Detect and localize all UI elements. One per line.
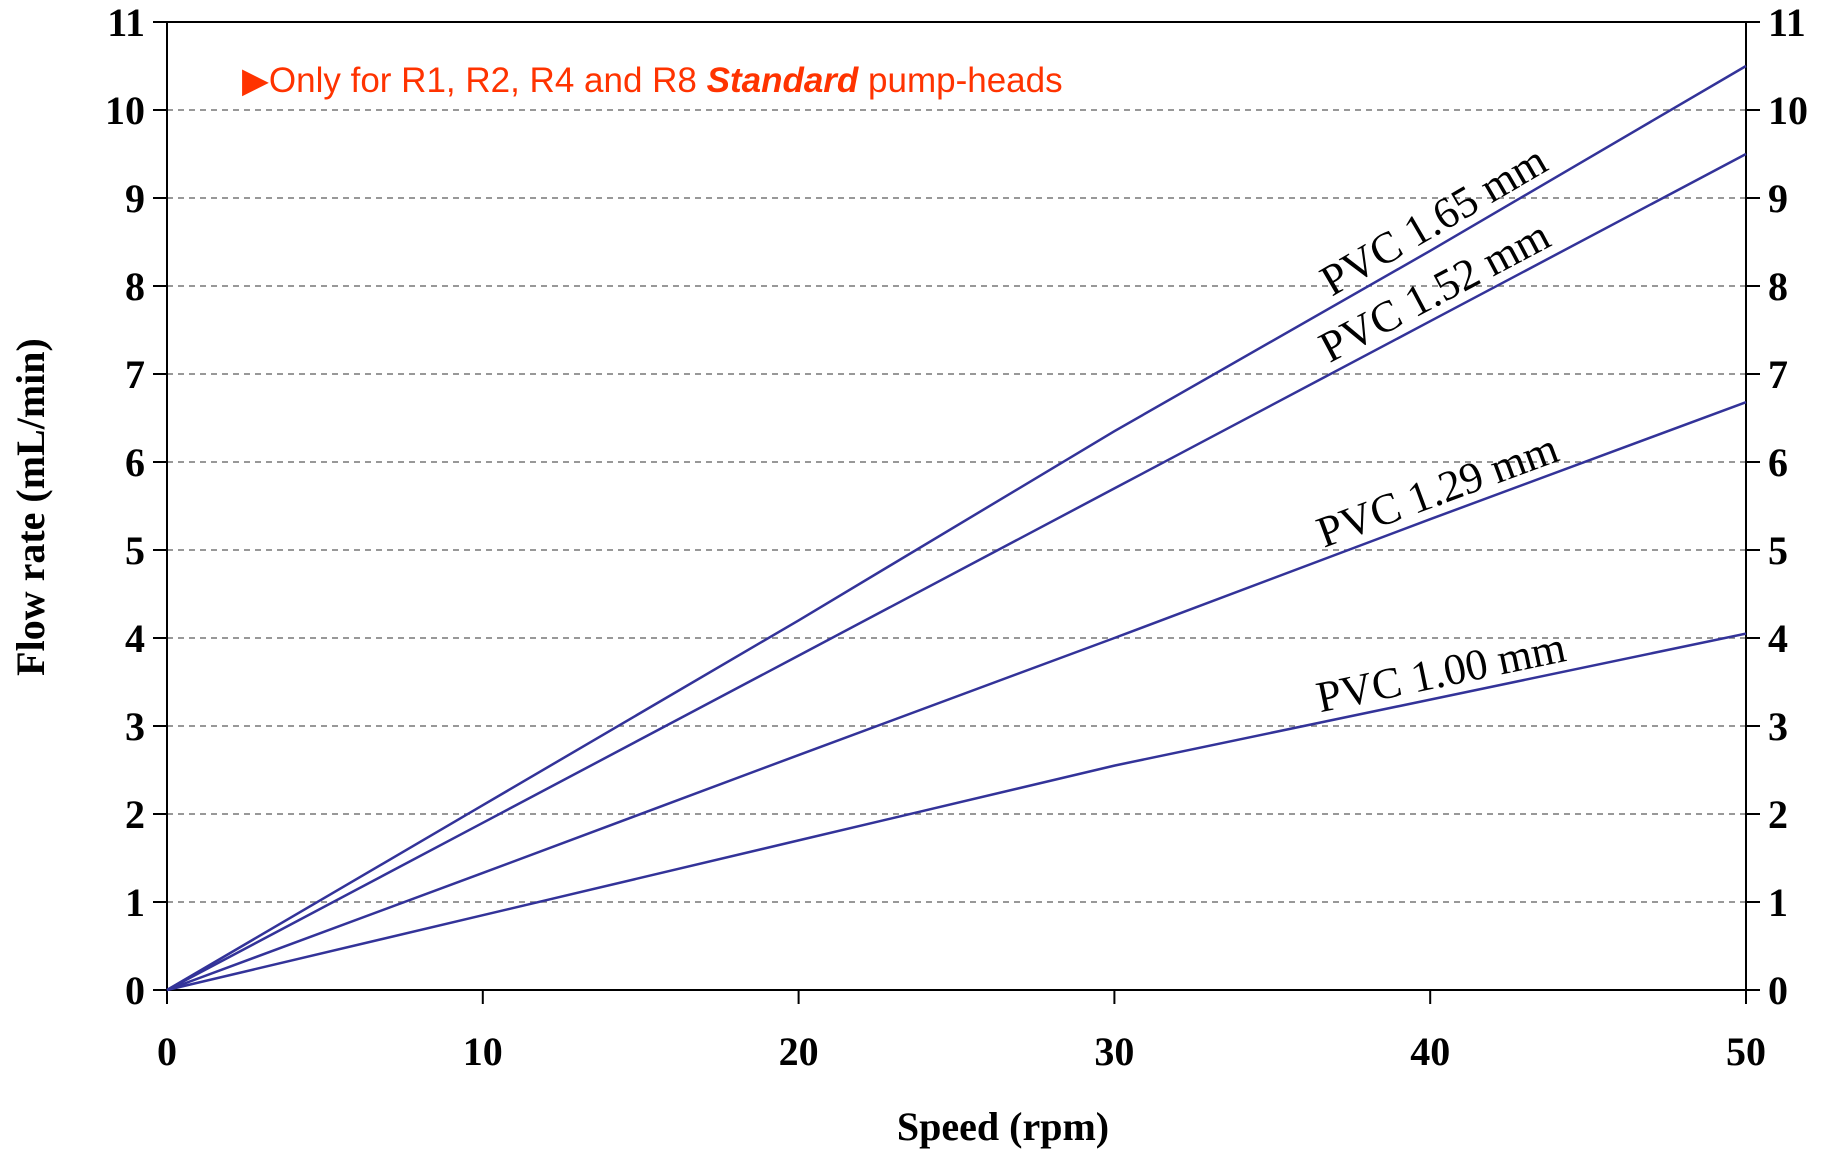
y-tick-label: 5: [125, 528, 145, 573]
y2-tick-label: 2: [1768, 792, 1788, 837]
y2-tick-label: 9: [1768, 176, 1788, 221]
annotation: ▶Only for R1, R2, R4 and R8 Standard pum…: [242, 61, 1063, 100]
plot-frame: [166, 21, 1747, 991]
x-axis-title: Speed (rpm): [897, 1104, 1109, 1149]
x-tick-label: 10: [463, 1029, 503, 1074]
y2-tick-label: 11: [1768, 0, 1806, 45]
y2-tick-label: 1: [1768, 880, 1788, 925]
y-axis-title: Flow rate (mL/min): [8, 338, 53, 676]
y2-tick-label: 8: [1768, 264, 1788, 309]
series-line: [166, 400, 1747, 992]
y-tick-label: 9: [125, 176, 145, 221]
x-tick-label: 30: [1094, 1029, 1134, 1074]
y-tick-label: 10: [105, 88, 145, 133]
series-line: [166, 64, 1747, 992]
series-line: [166, 632, 1747, 992]
y-tick-label: 1: [125, 880, 145, 925]
y-tick-label: 0: [125, 968, 145, 1013]
series-label: PVC 1.00 mm: [1312, 622, 1570, 722]
y-tick-label: 3: [125, 704, 145, 749]
series-label: PVC 1.29 mm: [1310, 423, 1564, 557]
y2-tick-label: 0: [1768, 968, 1788, 1013]
x-tick-label: 40: [1410, 1029, 1450, 1074]
y2-tick-label: 6: [1768, 440, 1788, 485]
x-tick-label: 0: [157, 1029, 177, 1074]
annotation-part: ▶Only for R1, R2, R4 and R8: [242, 61, 707, 100]
y-tick-label: 4: [125, 616, 145, 661]
annotation-emphasis: Standard: [707, 61, 859, 100]
series-line: [166, 152, 1747, 992]
y-tick-label: 6: [125, 440, 145, 485]
y-tick-label: 2: [125, 792, 145, 837]
x-tick-label: 50: [1726, 1029, 1766, 1074]
x-tick-label: 20: [779, 1029, 819, 1074]
y-tick-label: 11: [107, 0, 145, 45]
y-tick-label: 7: [125, 352, 145, 397]
y2-tick-label: 3: [1768, 704, 1788, 749]
annotation-part: pump-heads: [858, 61, 1062, 100]
y2-tick-label: 10: [1768, 88, 1808, 133]
y2-tick-label: 4: [1768, 616, 1788, 661]
y2-tick-label: 5: [1768, 528, 1788, 573]
y-tick-label: 8: [125, 264, 145, 309]
y2-tick-label: 7: [1768, 352, 1788, 397]
